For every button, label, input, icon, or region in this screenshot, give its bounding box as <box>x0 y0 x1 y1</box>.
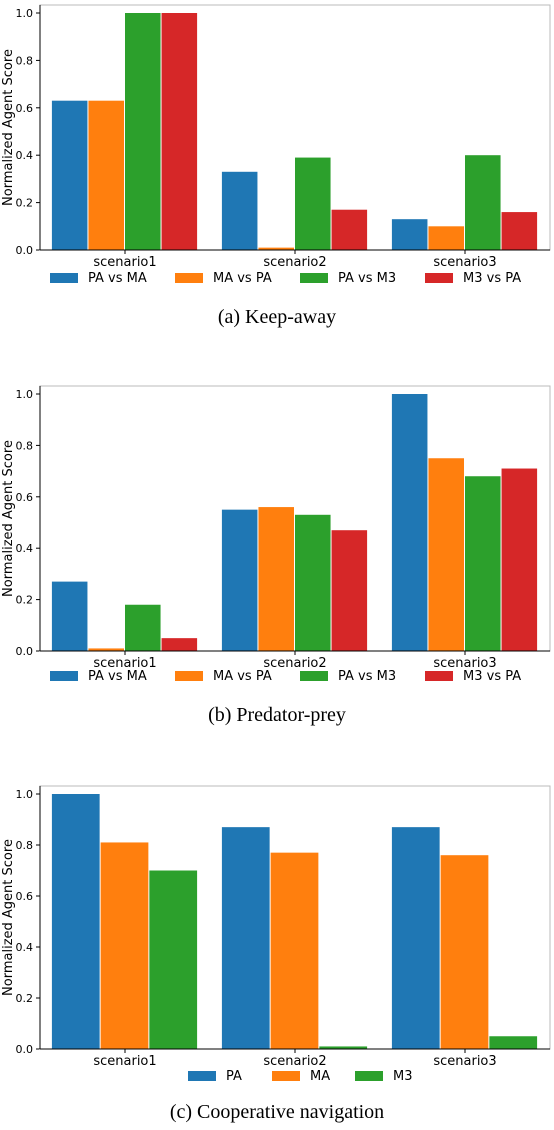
x-tick-label-scenario3: scenario3 <box>433 255 496 270</box>
y-axis-label: Normalized Agent Score <box>1 440 16 597</box>
y-tick-label: 1.0 <box>16 788 34 801</box>
x-tick-label-scenario1: scenario1 <box>93 1054 156 1069</box>
legend-label-pa-vs-m3: PA vs M3 <box>338 669 396 684</box>
bar-pa-vs-ma-scenario1 <box>51 100 88 250</box>
y-tick-label: 0.8 <box>16 839 34 852</box>
chart-cooperative-navigation: 0.0 0.2 0.4 0.6 0.8 1.0 Normalized Agent Score… <box>1 785 551 1084</box>
bar-pa-vs-m3-scenario3 <box>465 476 501 651</box>
y-axis-label: Normalized Agent Score <box>1 839 16 996</box>
chart-predator-prey: 0.0 0.2 0.4 0.6 0.8 1.0 Normalized Agent Score… <box>1 385 551 684</box>
chart-keep-away: 0.0 0.2 0.4 0.6 0.8 1.0 Normalized Agent Score… <box>1 4 551 286</box>
legend-label-ma: MA <box>310 1069 330 1084</box>
y-tick-label: 0.8 <box>16 439 34 452</box>
bar-ma-scenario1 <box>100 842 149 1049</box>
legend-swatch-m3-vs-pa <box>425 273 453 283</box>
legend-label-ma-vs-pa: MA vs PA <box>213 669 272 684</box>
y-tick-label: 0.6 <box>16 890 34 903</box>
y-tick-label: 0.4 <box>16 941 34 954</box>
legend-swatch-pa-vs-m3 <box>300 273 328 283</box>
bar-pa-scenario3 <box>391 827 440 1049</box>
legend-label-m3-vs-pa: M3 vs PA <box>463 271 521 286</box>
y-tick-label: 0.4 <box>16 149 34 162</box>
legend-label-pa-vs-m3: PA vs M3 <box>338 271 396 286</box>
bar-pa-vs-ma-scenario2 <box>221 509 258 651</box>
legend-label-m3: M3 <box>393 1069 413 1084</box>
caption-predator-prey: (b) Predator-prey <box>208 704 346 726</box>
bar-m3-vs-pa-scenario3 <box>501 212 538 250</box>
bar-pa-vs-ma-scenario3 <box>391 219 428 250</box>
y-axis-label: Normalized Agent Score <box>1 49 16 206</box>
x-tick-label-scenario2: scenario2 <box>263 255 326 270</box>
bar-pa-vs-ma-scenario3 <box>391 394 428 651</box>
y-tick-label: 0.0 <box>16 645 34 658</box>
y-tick-label: 0.4 <box>16 542 34 555</box>
bar-ma-scenario3 <box>440 855 489 1049</box>
bar-pa-scenario1 <box>51 794 100 1049</box>
bar-ma-vs-pa-scenario2 <box>258 507 294 651</box>
x-tick-label-scenario3: scenario3 <box>433 1054 496 1069</box>
x-tick-label-scenario2: scenario2 <box>263 1054 326 1069</box>
bar-pa-vs-m3-scenario1 <box>125 604 161 651</box>
figure-cooperative-navigation: 0.0 0.2 0.4 0.6 0.8 1.0 Normalized Agent Score… <box>0 778 554 1130</box>
x-tick-label-scenario1: scenario1 <box>93 656 156 671</box>
x-tick-label-scenario3: scenario3 <box>433 656 496 671</box>
y-tick-label: 0.6 <box>16 102 34 115</box>
legend-swatch-pa-vs-m3 <box>300 671 328 681</box>
legend-swatch-m3 <box>355 1071 383 1081</box>
bar-m3-vs-pa-scenario1 <box>161 638 198 651</box>
x-tick-label-scenario2: scenario2 <box>263 656 326 671</box>
y-tick-label: 1.0 <box>16 7 34 20</box>
bar-pa-vs-ma-scenario1 <box>51 581 88 651</box>
y-tick-label: 0.0 <box>16 1043 34 1056</box>
x-tick-label-scenario1: scenario1 <box>93 255 156 270</box>
bar-m3-vs-pa-scenario2 <box>331 530 368 651</box>
legend-label-pa-vs-ma: PA vs MA <box>88 271 147 286</box>
bar-pa-vs-m3-scenario3 <box>465 155 501 250</box>
y-tick-label: 0.0 <box>16 244 34 257</box>
legend-swatch-ma-vs-pa <box>175 671 203 681</box>
legend-swatch-ma <box>272 1071 300 1081</box>
legend-label-ma-vs-pa: MA vs PA <box>213 271 272 286</box>
bar-pa-vs-m3-scenario1 <box>125 13 161 250</box>
bar-ma-vs-pa-scenario1 <box>88 100 124 250</box>
figure-predator-prey: 0.0 0.2 0.4 0.6 0.8 1.0 Normalized Agent Score… <box>0 383 554 733</box>
legend-label-pa: PA <box>226 1069 242 1084</box>
caption-keep-away: (a) Keep-away <box>217 306 337 328</box>
legend-swatch-pa-vs-ma <box>50 273 78 283</box>
bar-pa-scenario2 <box>221 827 270 1049</box>
caption-cooperative-navigation: (c) Cooperative navigation <box>169 1101 385 1123</box>
y-tick-label: 0.6 <box>16 491 34 504</box>
bar-ma-vs-pa-scenario3 <box>428 458 464 651</box>
bar-ma-vs-pa-scenario2 <box>258 247 294 250</box>
legend-swatch-m3-vs-pa <box>425 671 453 681</box>
y-tick-label: 0.2 <box>16 594 34 607</box>
bar-ma-vs-pa-scenario1 <box>88 648 124 651</box>
bar-ma-scenario2 <box>270 852 319 1049</box>
figure-keep-away: 0.0 0.2 0.4 0.6 0.8 1.0 Normalized Agent Score… <box>0 0 554 345</box>
y-tick-label: 0.2 <box>16 992 34 1005</box>
legend-swatch-ma-vs-pa <box>175 273 203 283</box>
legend-swatch-pa <box>188 1071 216 1081</box>
bar-m3-scenario3 <box>489 1036 538 1049</box>
bar-pa-vs-ma-scenario2 <box>221 171 258 250</box>
bar-m3-scenario2 <box>319 1046 368 1049</box>
bar-m3-vs-pa-scenario3 <box>501 468 538 651</box>
bar-m3-vs-pa-scenario1 <box>161 13 198 250</box>
y-tick-label: 1.0 <box>16 388 34 401</box>
legend-swatch-pa-vs-ma <box>50 671 78 681</box>
bar-pa-vs-m3-scenario2 <box>295 514 331 651</box>
bar-m3-vs-pa-scenario2 <box>331 209 368 250</box>
bar-ma-vs-pa-scenario3 <box>428 226 464 250</box>
legend-label-pa-vs-ma: PA vs MA <box>88 669 147 684</box>
bar-pa-vs-m3-scenario2 <box>295 157 331 250</box>
legend-label-m3-vs-pa: M3 vs PA <box>463 669 521 684</box>
y-tick-label: 0.2 <box>16 197 34 210</box>
bar-m3-scenario1 <box>149 870 198 1049</box>
y-tick-label: 0.8 <box>16 54 34 67</box>
